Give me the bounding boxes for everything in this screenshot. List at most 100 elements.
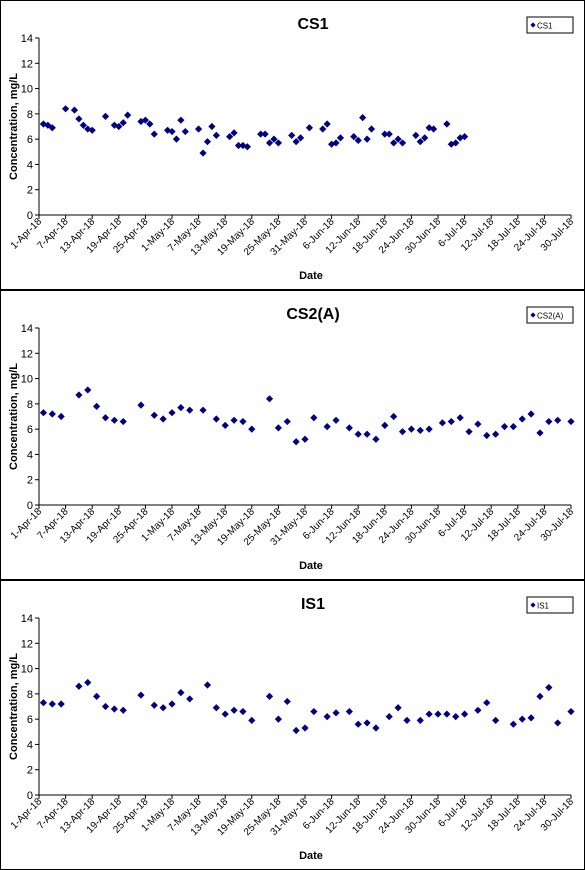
data-point xyxy=(319,125,327,133)
data-point xyxy=(398,428,407,436)
data-point xyxy=(212,704,220,712)
data-point xyxy=(332,416,340,424)
data-point xyxy=(79,121,87,129)
data-point xyxy=(141,116,149,124)
data-point xyxy=(62,105,70,113)
y-tick-label: 0 xyxy=(27,210,33,222)
data-point xyxy=(536,692,544,700)
data-point xyxy=(328,140,336,148)
y-tick-label: 2 xyxy=(27,765,33,777)
data-point xyxy=(93,692,101,700)
y-axis-label: Concentration, mg/L xyxy=(8,363,20,470)
legend-marker xyxy=(530,22,536,28)
data-point xyxy=(483,431,491,440)
y-tick-label: 4 xyxy=(27,449,33,461)
data-point xyxy=(545,417,553,426)
data-point xyxy=(168,409,176,417)
chart-cs1: CS1024681012141-Apr-187-Apr-1813-Apr-181… xyxy=(8,16,576,282)
y-axis-label: Concentration, mg/L xyxy=(8,653,20,760)
data-point xyxy=(75,391,83,399)
data-point xyxy=(452,139,460,147)
data-point xyxy=(39,409,48,417)
y-tick-label: 6 xyxy=(27,424,33,436)
data-point xyxy=(110,121,118,129)
data-point xyxy=(137,691,145,699)
chart-panel-cs2a: CS2(A) 0 2 4 6 8 10 12 14 1-Apr-18 7-Apr-18 13-Apr-… xyxy=(0,290,585,580)
data-point xyxy=(150,130,158,138)
data-point xyxy=(390,139,398,147)
data-point xyxy=(288,131,296,139)
data-point xyxy=(381,130,389,138)
data-point xyxy=(345,707,353,716)
data-point xyxy=(447,417,455,426)
data-point xyxy=(283,417,291,426)
data-point xyxy=(354,430,362,438)
data-point xyxy=(248,716,256,725)
data-point xyxy=(354,136,362,145)
data-point xyxy=(248,425,256,433)
data-point xyxy=(416,138,424,146)
data-point xyxy=(101,414,110,422)
data-point xyxy=(336,134,345,142)
data-point xyxy=(412,131,420,139)
y-tick-label: 14 xyxy=(21,323,33,335)
legend: CS1 xyxy=(526,16,574,34)
legend: IS1 xyxy=(526,596,574,614)
data-point xyxy=(363,135,371,143)
data-point xyxy=(177,688,185,697)
y-tick-label: 10 xyxy=(21,664,33,676)
legend-box xyxy=(526,306,574,324)
data-point xyxy=(452,713,460,721)
data-point xyxy=(101,112,110,120)
data-point xyxy=(168,127,176,136)
data-point xyxy=(292,438,300,446)
data-point xyxy=(416,426,424,435)
data-point xyxy=(323,120,331,128)
data-point xyxy=(177,116,185,124)
chart-title: CS2(A) xyxy=(286,306,339,323)
data-point xyxy=(243,143,251,151)
data-point xyxy=(172,135,181,143)
data-point xyxy=(274,715,282,723)
data-point xyxy=(270,135,278,143)
y-tick-label: 8 xyxy=(27,689,33,701)
data-point xyxy=(425,710,433,718)
data-point xyxy=(230,706,238,714)
data-point xyxy=(567,417,575,426)
y-tick-label: 10 xyxy=(21,374,33,386)
data-point xyxy=(301,724,309,732)
series-cs2-a xyxy=(39,386,575,446)
data-point xyxy=(75,682,83,690)
legend-marker xyxy=(530,312,536,318)
data-point xyxy=(48,124,56,132)
data-point xyxy=(115,122,123,131)
data-point xyxy=(474,706,482,714)
data-point xyxy=(465,428,473,436)
data-point xyxy=(372,724,380,732)
data-point xyxy=(146,120,154,128)
data-point xyxy=(230,416,238,424)
y-tick-label: 2 xyxy=(27,475,33,487)
data-point xyxy=(421,134,429,142)
data-point xyxy=(407,425,415,433)
data-point xyxy=(203,138,212,146)
data-point xyxy=(545,683,553,692)
data-point xyxy=(416,716,424,725)
legend-label: CS2(A) xyxy=(537,312,564,321)
data-point xyxy=(403,716,411,725)
data-point xyxy=(257,130,265,138)
data-point xyxy=(70,106,79,114)
data-point xyxy=(186,695,194,703)
data-point xyxy=(75,115,83,123)
data-point xyxy=(221,421,229,429)
data-point xyxy=(456,414,464,422)
y-tick-label: 6 xyxy=(27,714,33,726)
chart-is1: IS1024681012141-Apr-187-Apr-1813-Apr-181… xyxy=(8,596,576,862)
data-point xyxy=(492,430,500,438)
data-point xyxy=(527,410,535,418)
data-point xyxy=(461,710,469,718)
data-point xyxy=(119,706,127,714)
y-tick-label: 4 xyxy=(27,159,33,171)
data-point xyxy=(385,130,393,138)
y-tick-label: 0 xyxy=(27,500,33,512)
